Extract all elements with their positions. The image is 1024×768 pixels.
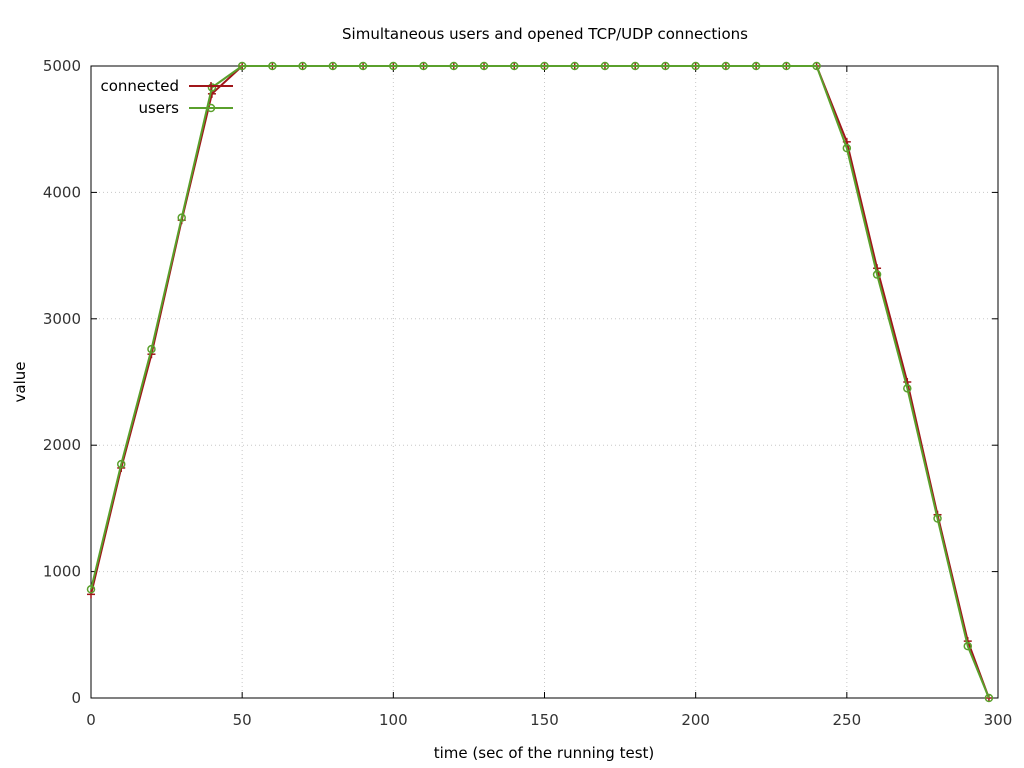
y-tick-label: 0 bbox=[71, 689, 81, 707]
series-layer bbox=[86, 61, 994, 703]
users-point bbox=[389, 61, 398, 71]
connected-point bbox=[984, 694, 993, 702]
x-tick-label: 50 bbox=[233, 711, 252, 729]
x-tick-label: 100 bbox=[379, 711, 408, 729]
y-axis-label: value bbox=[11, 362, 29, 403]
users-line bbox=[90, 65, 990, 699]
x-tick-label: 0 bbox=[86, 711, 96, 729]
users-point bbox=[812, 61, 821, 71]
x-tick-label: 200 bbox=[681, 711, 710, 729]
users-point bbox=[540, 61, 549, 71]
users-point bbox=[237, 61, 247, 71]
y-tick-label: 4000 bbox=[43, 183, 81, 201]
connected-point bbox=[87, 590, 95, 599]
users-point bbox=[328, 61, 338, 71]
legend-marker bbox=[206, 103, 216, 113]
users-point bbox=[177, 213, 186, 222]
users-point bbox=[933, 514, 942, 523]
x-tick-label: 250 bbox=[833, 711, 862, 729]
legend: connected users bbox=[100, 77, 233, 117]
users-point bbox=[268, 61, 277, 71]
users-point bbox=[479, 61, 489, 71]
legend-item-users: users bbox=[138, 99, 233, 117]
users-point bbox=[721, 61, 731, 71]
users-point bbox=[510, 61, 519, 71]
x-tick-label: 300 bbox=[984, 711, 1013, 729]
y-tick-label: 3000 bbox=[43, 310, 81, 328]
users-point bbox=[207, 83, 217, 92]
legend-label: connected bbox=[100, 77, 179, 95]
users-point bbox=[782, 61, 791, 71]
users-point bbox=[751, 61, 761, 71]
users-point bbox=[358, 61, 368, 71]
users-point bbox=[116, 459, 126, 469]
chart-title: Simultaneous users and opened TCP/UDP co… bbox=[342, 25, 748, 43]
users-point bbox=[298, 61, 307, 71]
users-point bbox=[630, 61, 640, 71]
users-point bbox=[570, 61, 579, 71]
x-tick-label: 150 bbox=[530, 711, 559, 729]
users-point bbox=[984, 693, 994, 703]
x-axis-label: time (sec of the running test) bbox=[434, 744, 655, 762]
users-point bbox=[419, 61, 428, 71]
users-point bbox=[963, 641, 973, 651]
users-point bbox=[661, 61, 670, 71]
y-tick-label: 5000 bbox=[43, 57, 81, 75]
legend-item-connected: connected bbox=[100, 77, 233, 95]
users-point bbox=[449, 61, 459, 71]
users-point bbox=[147, 344, 156, 354]
users-point bbox=[691, 61, 700, 71]
legend-label: users bbox=[138, 99, 179, 117]
grid bbox=[91, 66, 998, 698]
connected-line bbox=[90, 65, 990, 699]
series-users bbox=[86, 61, 994, 703]
series-connected bbox=[87, 62, 993, 702]
users-point bbox=[600, 61, 610, 71]
y-tick-label: 1000 bbox=[43, 563, 81, 581]
users-point bbox=[903, 384, 912, 393]
legend-marker bbox=[207, 82, 215, 90]
users-point bbox=[872, 270, 882, 279]
users-point bbox=[86, 585, 96, 594]
y-tick-label: 2000 bbox=[43, 436, 81, 454]
users-point bbox=[842, 143, 852, 153]
